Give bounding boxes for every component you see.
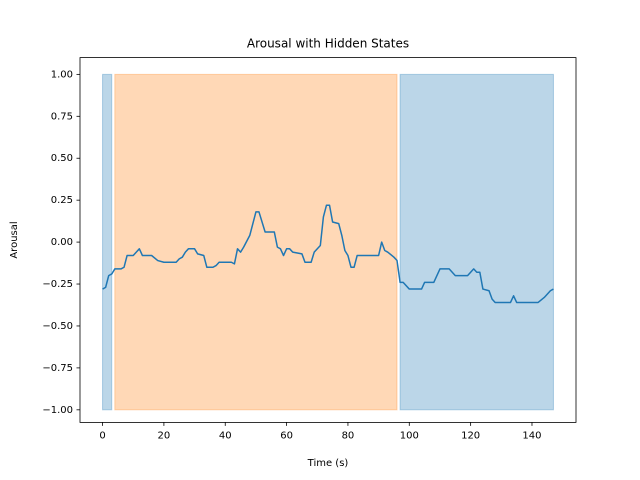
x-tick-label: 0 <box>99 430 105 441</box>
state-span <box>399 73 554 411</box>
y-tick-label: 0.00 <box>51 237 73 248</box>
x-tick-label: 140 <box>522 430 541 441</box>
y-tick-label: 1.00 <box>51 69 73 80</box>
x-tick-label: 80 <box>342 430 355 441</box>
y-tick-label: −0.25 <box>42 279 73 290</box>
x-tick-label: 40 <box>219 430 232 441</box>
x-axis-label: Time (s) <box>307 458 349 469</box>
state-span <box>102 73 113 411</box>
y-tick-label: −0.75 <box>42 363 73 374</box>
data-line <box>102 204 554 304</box>
x-tick-label: 120 <box>461 430 480 441</box>
x-tick-label: 20 <box>158 430 171 441</box>
y-axis-label: Arousal <box>9 221 20 258</box>
x-tick-label: 60 <box>280 430 293 441</box>
plot-frame <box>79 57 577 423</box>
y-tick-label: 0.25 <box>51 195 73 206</box>
state-span <box>114 73 398 411</box>
x-tick-label: 100 <box>400 430 419 441</box>
y-tick-label: −0.50 <box>42 321 73 332</box>
y-tick-label: 0.75 <box>51 111 73 122</box>
chart-title: Arousal with Hidden States <box>247 37 409 51</box>
y-tick-label: 0.50 <box>51 153 73 164</box>
y-tick-label: −1.00 <box>42 405 73 416</box>
